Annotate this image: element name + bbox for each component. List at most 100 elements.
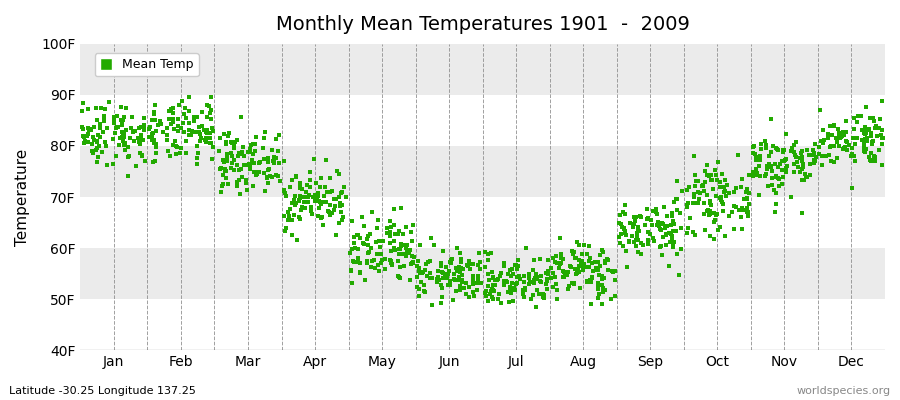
Point bbox=[382, 256, 397, 263]
Point bbox=[265, 174, 279, 180]
Point bbox=[126, 128, 140, 135]
Point bbox=[293, 195, 308, 201]
Point bbox=[769, 174, 783, 180]
Point bbox=[708, 193, 723, 199]
Point bbox=[148, 117, 163, 123]
Point bbox=[227, 157, 241, 164]
Point bbox=[494, 300, 508, 306]
Point bbox=[192, 128, 206, 135]
Point bbox=[217, 157, 231, 164]
Point bbox=[204, 116, 219, 122]
Point bbox=[442, 268, 456, 274]
Point bbox=[147, 111, 161, 117]
Point bbox=[837, 132, 851, 138]
Point bbox=[276, 213, 291, 220]
Point bbox=[148, 141, 163, 148]
Point bbox=[132, 141, 147, 148]
Point bbox=[166, 119, 180, 126]
Point bbox=[447, 276, 462, 283]
Point bbox=[470, 280, 484, 287]
Point bbox=[560, 272, 574, 279]
Point bbox=[182, 126, 196, 133]
Point bbox=[413, 279, 428, 286]
Point bbox=[736, 196, 751, 202]
Point bbox=[796, 161, 810, 167]
Point bbox=[787, 149, 801, 156]
Point bbox=[783, 193, 797, 200]
Point bbox=[631, 226, 645, 232]
Point bbox=[89, 147, 104, 154]
Point bbox=[866, 137, 880, 144]
Point bbox=[488, 276, 502, 283]
Point bbox=[86, 150, 100, 156]
Point bbox=[407, 254, 421, 260]
Point bbox=[746, 150, 760, 157]
Point bbox=[411, 265, 426, 271]
Point bbox=[230, 162, 244, 168]
Point bbox=[764, 116, 778, 122]
Point bbox=[681, 184, 696, 190]
Point bbox=[134, 132, 148, 138]
Point bbox=[703, 232, 717, 239]
Point bbox=[164, 106, 178, 112]
Point bbox=[612, 234, 626, 240]
Point bbox=[98, 138, 112, 145]
Point bbox=[580, 251, 594, 258]
Point bbox=[727, 203, 742, 209]
Point bbox=[371, 261, 385, 268]
Point bbox=[772, 183, 787, 190]
Point bbox=[271, 173, 285, 180]
Point bbox=[171, 116, 185, 122]
Point bbox=[351, 246, 365, 253]
Point bbox=[840, 139, 854, 145]
Point bbox=[778, 158, 792, 164]
Point bbox=[764, 167, 778, 174]
Point bbox=[648, 209, 662, 215]
Point bbox=[317, 192, 331, 199]
Point bbox=[312, 198, 327, 204]
Point bbox=[219, 139, 233, 145]
Point bbox=[582, 276, 597, 283]
Point bbox=[436, 270, 450, 276]
Point bbox=[299, 189, 313, 195]
Point bbox=[392, 274, 406, 280]
Point bbox=[361, 250, 375, 256]
Point bbox=[573, 261, 588, 267]
Point bbox=[241, 149, 256, 155]
Point bbox=[592, 291, 607, 297]
Point bbox=[870, 133, 885, 139]
Point bbox=[576, 264, 590, 270]
Point bbox=[230, 182, 244, 189]
Point bbox=[530, 274, 544, 281]
Point bbox=[190, 143, 204, 150]
Point bbox=[85, 140, 99, 147]
Point bbox=[618, 210, 633, 217]
Point bbox=[830, 154, 844, 161]
Point bbox=[673, 210, 688, 216]
Point bbox=[550, 260, 564, 266]
Point bbox=[532, 256, 546, 262]
Point bbox=[855, 127, 869, 133]
Point bbox=[553, 261, 567, 267]
Point bbox=[688, 178, 703, 184]
Point bbox=[239, 187, 254, 194]
Point bbox=[133, 138, 148, 144]
Point bbox=[424, 235, 438, 242]
Point bbox=[133, 136, 148, 142]
Point bbox=[117, 114, 131, 120]
Point bbox=[284, 177, 299, 183]
Point bbox=[80, 106, 94, 112]
Point bbox=[768, 161, 782, 168]
Point bbox=[85, 148, 99, 154]
Point bbox=[508, 281, 523, 287]
Point bbox=[396, 242, 410, 249]
Point bbox=[590, 295, 605, 301]
Point bbox=[272, 160, 286, 166]
Point bbox=[871, 146, 886, 153]
Point bbox=[618, 232, 633, 238]
Point bbox=[528, 271, 543, 277]
Point bbox=[614, 231, 628, 237]
Point bbox=[753, 157, 768, 164]
Point bbox=[290, 237, 304, 244]
Point bbox=[268, 172, 283, 178]
